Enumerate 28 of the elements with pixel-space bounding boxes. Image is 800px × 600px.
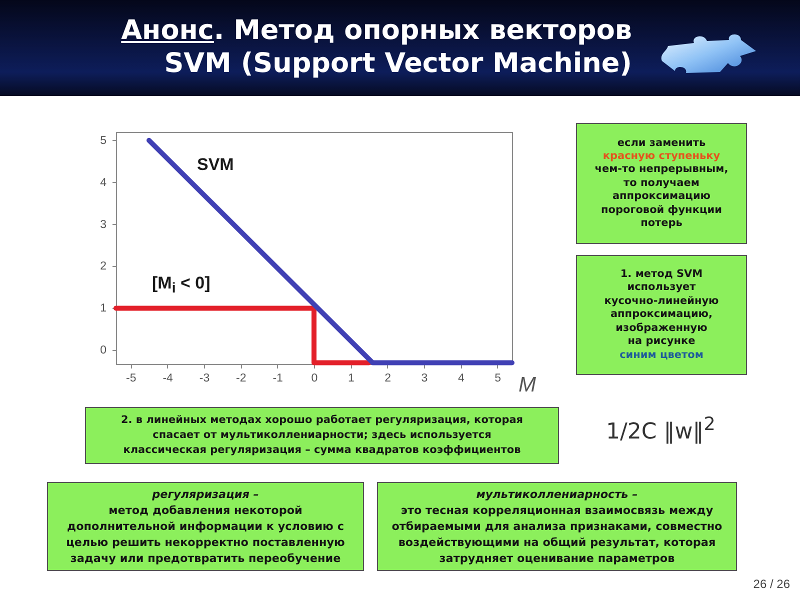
note-box: если заменить красную ступеньку чем-то непрерывным, то получаем аппроксимацию пороговой функции потерь — [576, 123, 747, 244]
x-tick-label: 0 — [311, 372, 318, 384]
series-label: [M$_{i}$ < 0] — [152, 273, 210, 297]
x-tick-label: -1 — [272, 372, 283, 384]
x-tick-label: 1 — [348, 372, 354, 384]
chart-title: Анонс. Метод опорных векторов SVM (Support Vector Machine) — [121, 15, 632, 80]
y-tick-label: 5 — [100, 134, 106, 147]
y-tick-label: 2 — [100, 260, 106, 273]
y-tick-label: 3 — [100, 218, 106, 231]
note-box: 2. в линейных методах хорошо работает регуляризация, которая спасает от мультиколлениарности; здесь используется классическая регуляризация – сумма квадратов коэффициентов — [85, 407, 559, 464]
y-tick-label: 1 — [100, 302, 106, 315]
x-tick-label: -5 — [126, 372, 136, 384]
series-label: SVM — [197, 155, 234, 176]
y-tick-label: 0 — [100, 344, 106, 357]
note-box: 1. метод SVM использует кусочно-линейную аппроксимацию, изображенную на рисунке синим цветом — [576, 255, 747, 375]
x-tick-label: 3 — [421, 372, 428, 384]
note-box: мультиколлениарность – это тесная корреляционная взаимосвязь между отбираемыми для анализа признаками, совместно воздействующими на общий результат, которая затрудняет оценивание параметров — [377, 482, 737, 571]
x-tick-label: -2 — [236, 372, 246, 384]
x-tick-label: 4 — [458, 372, 465, 384]
note-box: регуляризация – метод добавления некоторой дополнительной информации к условию с целью решить некорректно поставленную задачу или предотвратить переобучение — [47, 482, 364, 571]
text: 26 / 26 — [753, 577, 790, 591]
x-tick-label: 5 — [494, 372, 502, 384]
x-tick-label: -4 — [162, 372, 174, 384]
y-tick-label: 4 — [100, 176, 108, 189]
x-axis-title: M — [518, 374, 536, 396]
x-tick-label: 2 — [384, 372, 392, 384]
x-tick-label: -3 — [199, 372, 210, 384]
text: 1/2C ‖w‖$^{2}$ — [606, 414, 716, 444]
